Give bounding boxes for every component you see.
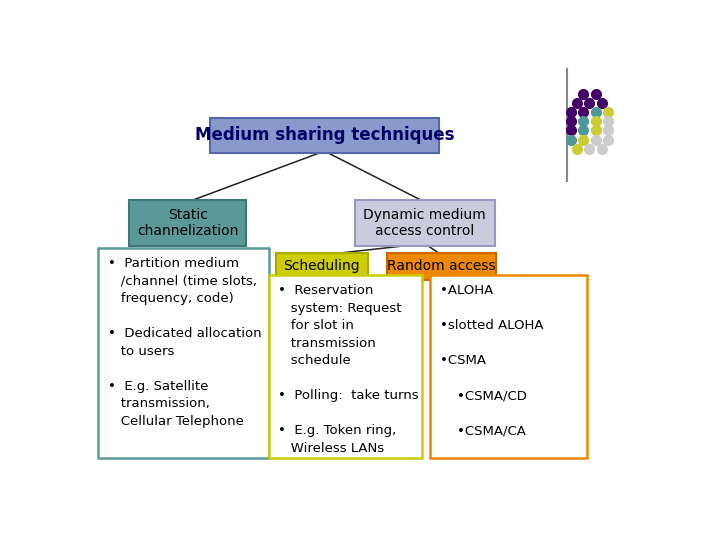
Text: Medium sharing techniques: Medium sharing techniques [194, 126, 454, 145]
Text: Random access: Random access [387, 259, 496, 273]
FancyBboxPatch shape [129, 200, 246, 246]
Text: •  Partition medium
   /channel (time slots,
   frequency, code)

•  Dedicated a: • Partition medium /channel (time slots,… [108, 258, 261, 428]
Text: •  Reservation
   system: Request
   for slot in
   transmission
   schedule

• : • Reservation system: Request for slot i… [278, 285, 418, 455]
FancyBboxPatch shape [431, 275, 587, 458]
FancyBboxPatch shape [276, 253, 368, 280]
FancyBboxPatch shape [210, 118, 438, 153]
Text: Static
channelization: Static channelization [137, 208, 238, 238]
Text: Dynamic medium
access control: Dynamic medium access control [364, 208, 486, 238]
Text: •ALOHA

•slotted ALOHA

•CSMA

    •CSMA/CD

    •CSMA/CA: •ALOHA •slotted ALOHA •CSMA •CSMA/CD •CS… [440, 285, 544, 437]
FancyBboxPatch shape [99, 248, 269, 458]
FancyBboxPatch shape [387, 253, 496, 280]
FancyBboxPatch shape [269, 275, 422, 458]
FancyBboxPatch shape [355, 200, 495, 246]
Text: Scheduling: Scheduling [283, 259, 360, 273]
